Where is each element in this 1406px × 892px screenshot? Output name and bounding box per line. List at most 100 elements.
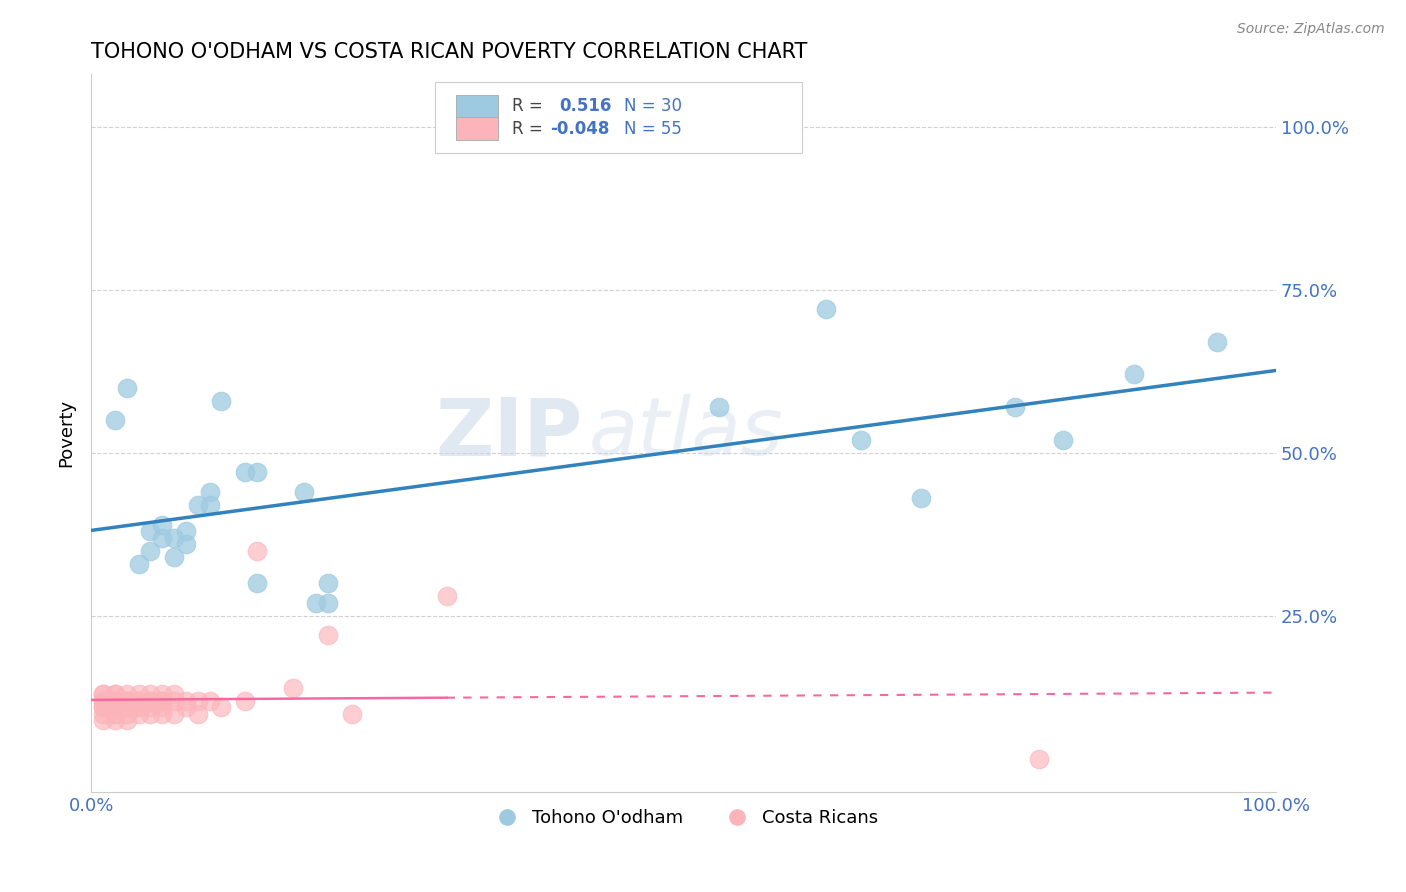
Point [104,693,127,707]
Point [305,596,328,610]
Point [91,693,114,707]
Point [104,706,127,721]
Point [163,693,186,707]
Point [150,693,173,707]
Text: N = 30: N = 30 [624,97,682,115]
Point [150,517,173,532]
Point [1004,400,1026,414]
Point [104,687,127,701]
Point [187,693,209,707]
Point [91,700,114,714]
Point [851,433,873,447]
Point [139,693,162,707]
Point [294,484,316,499]
Point [128,693,150,707]
Point [246,576,269,591]
Point [150,700,173,714]
Point [139,687,162,701]
Text: R =: R = [512,120,543,137]
Point [187,706,209,721]
Point [233,693,256,707]
Point [150,706,173,721]
Point [281,681,304,695]
Point [128,700,150,714]
Point [128,700,150,714]
Point [246,543,269,558]
Text: Source: ZipAtlas.com: Source: ZipAtlas.com [1237,22,1385,37]
Text: 0.516: 0.516 [560,97,612,115]
Point [174,524,197,538]
Y-axis label: Poverty: Poverty [58,399,75,467]
Point [1122,368,1144,382]
Point [128,706,150,721]
Point [115,693,138,707]
Point [139,693,162,707]
Point [115,713,138,727]
Point [163,687,186,701]
Point [150,687,173,701]
Point [707,400,730,414]
Point [91,700,114,714]
Point [163,550,186,565]
Point [115,700,138,714]
FancyBboxPatch shape [456,95,498,119]
Point [128,557,150,571]
Point [139,524,162,538]
Point [1028,752,1050,766]
Point [198,693,221,707]
Point [128,693,150,707]
Point [340,706,363,721]
FancyBboxPatch shape [434,81,801,153]
Point [104,713,127,727]
Point [115,700,138,714]
Point [211,393,233,408]
Point [163,531,186,545]
Point [174,700,197,714]
Legend: Tohono O'odham, Costa Ricans: Tohono O'odham, Costa Ricans [481,802,886,835]
Point [139,700,162,714]
Point [104,413,127,427]
Point [115,687,138,701]
Text: R =: R = [512,97,543,115]
Point [91,687,114,701]
FancyBboxPatch shape [456,117,498,140]
Point [174,537,197,551]
Point [104,687,127,701]
Point [104,693,127,707]
Point [814,302,837,317]
Point [1205,334,1227,349]
Text: ZIP: ZIP [436,394,583,472]
Point [139,543,162,558]
Point [174,693,197,707]
Point [91,713,114,727]
Point [246,466,269,480]
Point [91,693,114,707]
Point [115,706,138,721]
Point [115,380,138,394]
Point [233,466,256,480]
Point [104,700,127,714]
Point [436,589,458,603]
Point [150,531,173,545]
Point [91,687,114,701]
Point [316,576,339,591]
Point [91,706,114,721]
Point [115,693,138,707]
Text: N = 55: N = 55 [624,120,682,137]
Point [163,706,186,721]
Point [198,498,221,512]
Point [316,628,339,642]
Point [316,596,339,610]
Text: -0.048: -0.048 [550,120,609,137]
Point [150,693,173,707]
Point [1052,433,1074,447]
Point [187,498,209,512]
Point [128,687,150,701]
Point [211,700,233,714]
Point [910,491,932,506]
Text: atlas: atlas [589,394,783,472]
Point [198,484,221,499]
Point [104,706,127,721]
Text: TOHONO O'ODHAM VS COSTA RICAN POVERTY CORRELATION CHART: TOHONO O'ODHAM VS COSTA RICAN POVERTY CO… [91,42,807,62]
Point [139,706,162,721]
